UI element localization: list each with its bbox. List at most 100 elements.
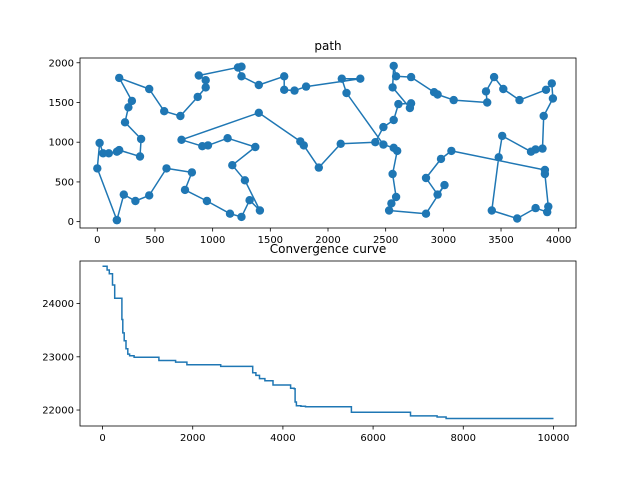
convergence-xtick-label-0: 0 [99,433,105,444]
path-point-14 [251,142,260,152]
path-point-42 [541,85,551,95]
path-point-38 [481,87,491,96]
path-point-4 [162,164,171,173]
path-point-75 [290,86,299,95]
path-point-87 [160,107,169,116]
path-point-65 [387,199,396,208]
path-point-1 [119,190,128,199]
path-point-5 [187,168,197,177]
path-point-92 [120,118,130,127]
path-point-43 [547,79,556,88]
path-point-51 [487,206,496,215]
path-xtick-label-2: 1000 [200,235,225,246]
path-point-26 [389,115,398,125]
path-point-89 [115,73,124,83]
convergence-ytick-label-0: 22000 [42,406,74,417]
convergence-marks [102,265,554,420]
convergence-ytick-label-1: 23000 [42,352,74,363]
path-point-66 [391,192,401,202]
path-point-48 [526,147,536,156]
path-point-83 [201,76,210,85]
path-point-90 [127,96,137,106]
path-axes: path 0 500 1000 1500 2000 2500 3000 3500 4000 0 50… [49,39,577,246]
path-point-17 [198,142,207,151]
path-point-23 [336,139,345,148]
path-point-12 [240,176,250,185]
path-point-50 [494,153,503,162]
convergence-xtick-label-3: 6000 [360,433,385,444]
path-point-9 [237,212,246,222]
path-point-32 [391,72,401,81]
path-point-72 [337,74,346,83]
path-point-91 [124,103,133,112]
path-point-88 [145,84,154,94]
path-ytick-label-3: 1500 [49,98,74,109]
path-point-84 [201,83,210,92]
path-point-61 [433,190,442,199]
path-xtick-label-8: 4000 [546,235,571,246]
path-point-73 [356,74,365,83]
path-point-93 [136,134,146,144]
path-point-30 [388,83,397,92]
path-point-58 [447,146,456,156]
path-ytick-label-4: 2000 [49,58,74,69]
path-point-59 [436,154,446,164]
convergence-title: Convergence curve [270,242,387,256]
convergence-xtick-label-5: 10000 [538,433,570,444]
path-axes-frame [79,57,577,229]
path-point-29 [405,103,415,113]
path-xtick-label-3: 1500 [258,235,283,246]
path-point-11 [255,206,265,215]
path-point-41 [515,95,524,105]
path-point-85 [193,92,202,102]
path-point-2 [131,196,140,206]
path-point-86 [176,111,185,121]
path-point-71 [342,88,351,98]
path-ytick-label-0: 0 [68,217,74,228]
convergence-axes: 0 2000 4000 6000 8000 10000 22000 23000 24000 Co… [42,242,577,444]
path-point-53 [531,203,540,213]
path-point-24 [371,138,380,147]
path-point-22 [314,163,323,172]
path-xtick-label-0: 0 [94,235,100,246]
path-point-99 [95,138,104,148]
path-point-79 [237,72,246,81]
path-point-96 [112,147,122,156]
path-point-46 [538,144,547,153]
path-point-33 [406,72,416,82]
path-xtick-label-5: 2500 [373,235,398,246]
path-point-44 [548,94,558,103]
path-point-25 [379,122,388,132]
convergence-xtick-label-4: 8000 [451,433,476,444]
path-point-45 [539,111,548,121]
path-point-78 [254,80,263,90]
path-xtick-label-6: 3000 [431,235,456,246]
path-point-64 [384,206,394,215]
path-point-27 [394,99,403,109]
path-point-10 [245,196,254,205]
path-point-7 [202,196,212,206]
path-point-36 [449,95,458,105]
path-point-15 [223,134,232,143]
path-point-52 [513,214,522,223]
path-point-98 [98,149,108,158]
path-point-76 [280,85,289,95]
path-ytick-label-1: 500 [55,177,74,188]
path-point-49 [498,131,507,141]
path-point-39 [489,72,499,82]
path-point-35 [433,90,442,99]
path-point-62 [440,180,449,190]
path-point-70 [379,140,388,149]
convergence-xtick-label-1: 2000 [180,433,205,444]
path-marks [93,61,558,225]
convergence-xtick-label-2: 4000 [270,433,295,444]
path-point-37 [483,98,492,107]
convergence-ytick-label-2: 24000 [42,299,74,310]
path-point-67 [388,169,397,179]
path-point-69 [389,143,398,152]
path-xtick-label-7: 3500 [488,235,513,246]
path-title: path [314,39,341,53]
path-point-21 [299,141,308,150]
